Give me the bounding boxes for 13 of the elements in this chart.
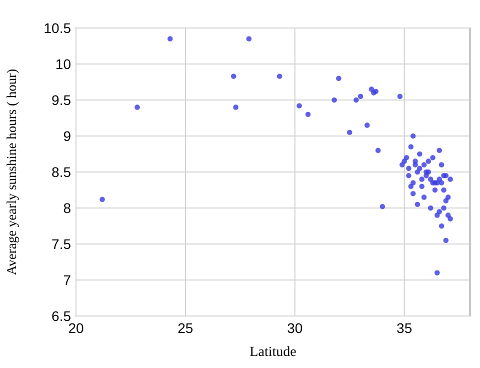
- y-tick-label: 9.5: [52, 92, 72, 108]
- x-tick-label: 30: [287, 320, 303, 336]
- y-tick-label: 10: [55, 56, 72, 72]
- y-tick-label: 9: [63, 128, 72, 144]
- x-tick-label: 25: [178, 320, 194, 336]
- y-tick-label: 8: [63, 200, 72, 216]
- x-axis-title: Latitude: [250, 345, 296, 360]
- y-tick-label: 7.5: [52, 236, 72, 252]
- y-tick-label: 10.5: [44, 20, 72, 36]
- y-tick-label: 7: [63, 272, 72, 288]
- y-axis-title: Average yearly sunshine hours ( hour): [4, 68, 19, 276]
- x-tick-label: 35: [396, 320, 412, 336]
- y-tick-label: 8.5: [52, 164, 72, 180]
